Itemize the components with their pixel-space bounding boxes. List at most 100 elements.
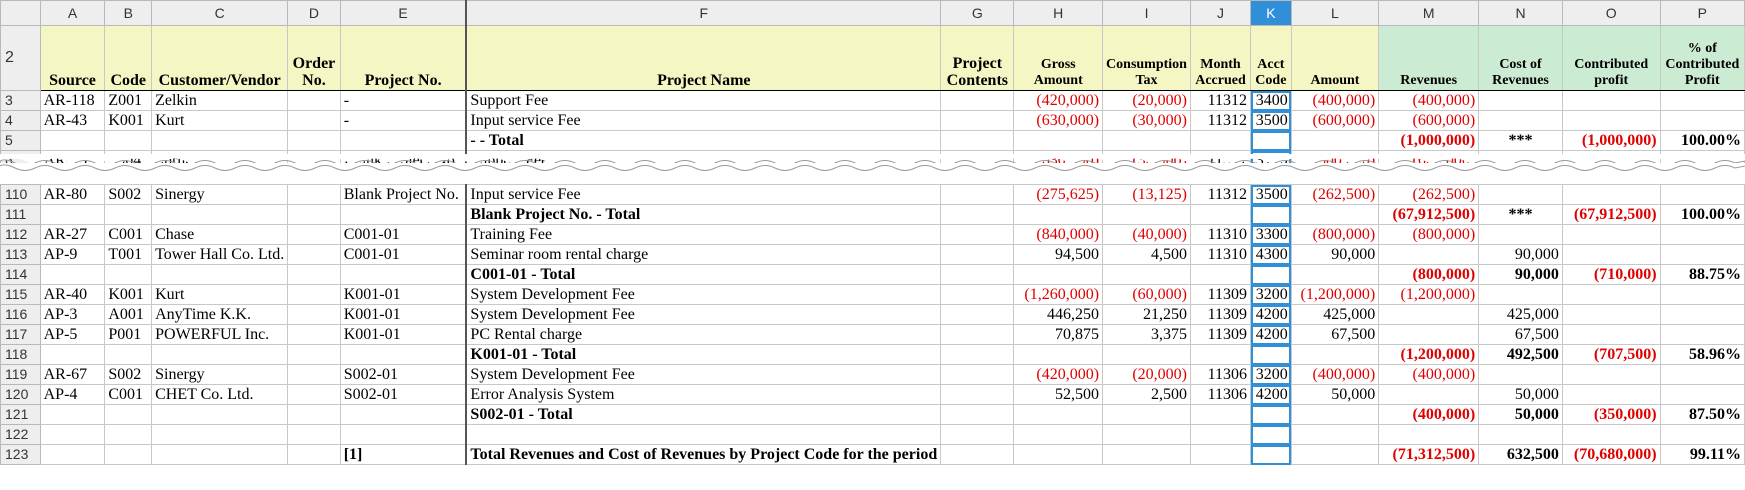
- column-header-a[interactable]: A: [39, 0, 106, 26]
- cell-o[interactable]: (67,912,500): [1561, 204, 1661, 225]
- cell-c[interactable]: [151, 404, 289, 425]
- column-header-p[interactable]: P: [1659, 0, 1745, 26]
- column-header-o[interactable]: O: [1561, 0, 1661, 26]
- cell-d[interactable]: [287, 404, 341, 425]
- cell-p[interactable]: [1659, 384, 1745, 405]
- cell-o[interactable]: [1561, 110, 1661, 131]
- cell-i[interactable]: [1102, 204, 1191, 225]
- cell-e[interactable]: -: [339, 110, 467, 131]
- cell-h[interactable]: [1013, 444, 1104, 465]
- cell-o[interactable]: (350,000): [1561, 404, 1661, 425]
- row-header[interactable]: 114: [0, 264, 41, 285]
- select-all-corner[interactable]: [0, 0, 41, 26]
- cell-e[interactable]: [339, 404, 467, 425]
- cell-f[interactable]: Training Fee: [465, 224, 942, 245]
- cell-b[interactable]: P001: [104, 324, 153, 345]
- spreadsheet-grid[interactable]: A B C D E F G H I J K L M N O P 2 Source Code Customer/Vend…: [0, 0, 1745, 465]
- column-header-e[interactable]: E: [339, 0, 467, 26]
- cell-a[interactable]: AR-80: [39, 184, 106, 205]
- cell-a[interactable]: [39, 344, 106, 365]
- cell-h[interactable]: 94,500: [1013, 244, 1104, 265]
- cell-d[interactable]: [287, 444, 341, 465]
- cell-n[interactable]: 67,500: [1478, 324, 1563, 345]
- cell-g[interactable]: [940, 184, 1015, 205]
- header-cell-i[interactable]: Consumption Tax: [1102, 25, 1191, 91]
- cell-i[interactable]: [1102, 404, 1191, 425]
- cell-c[interactable]: Zelkin: [151, 90, 289, 111]
- cell-j[interactable]: 11309: [1189, 284, 1252, 305]
- cell-f[interactable]: Seminar room rental charge: [465, 244, 942, 265]
- cell-a[interactable]: [39, 264, 106, 285]
- cell-a[interactable]: AR-67: [39, 364, 106, 385]
- cell-p[interactable]: [1659, 424, 1745, 445]
- cell-a[interactable]: [39, 444, 106, 465]
- cell-m[interactable]: (262,500): [1378, 184, 1480, 205]
- cell-h[interactable]: [1013, 344, 1104, 365]
- cell-h[interactable]: (275,625): [1013, 184, 1104, 205]
- cell-l[interactable]: [1290, 130, 1380, 151]
- cell-c[interactable]: AnyTime K.K.: [151, 304, 289, 325]
- row-header[interactable]: 112: [0, 224, 41, 245]
- cell-i[interactable]: 2,500: [1102, 384, 1191, 405]
- cell-k[interactable]: 3200: [1250, 364, 1292, 385]
- cell-d[interactable]: [287, 110, 341, 131]
- cell-h[interactable]: (420,000): [1013, 364, 1104, 385]
- cell-g[interactable]: [940, 344, 1015, 365]
- cell-d[interactable]: [287, 384, 341, 405]
- row-header[interactable]: 2: [0, 25, 41, 91]
- header-cell-e[interactable]: Project No.: [339, 25, 467, 91]
- cell-p[interactable]: 58.96%: [1659, 344, 1745, 365]
- cell-l[interactable]: 90,000: [1290, 244, 1380, 265]
- cell-h[interactable]: 446,250: [1013, 304, 1104, 325]
- cell-k[interactable]: [1250, 264, 1292, 285]
- cell-e[interactable]: C001-01: [339, 224, 467, 245]
- cell-g[interactable]: [940, 224, 1015, 245]
- cell-b[interactable]: [104, 204, 153, 225]
- cell-n[interactable]: 425,000: [1478, 304, 1563, 325]
- cell-m[interactable]: (67,912,500): [1378, 204, 1480, 225]
- cell-c[interactable]: Chase: [151, 224, 289, 245]
- header-cell-c[interactable]: Customer/Vendor: [151, 25, 289, 91]
- cell-b[interactable]: C001: [104, 224, 153, 245]
- row-header[interactable]: 117: [0, 324, 41, 345]
- cell-k[interactable]: 3300: [1250, 224, 1292, 245]
- cell-m[interactable]: [1378, 324, 1480, 345]
- cell-m[interactable]: (1,200,000): [1378, 284, 1480, 305]
- cell-g[interactable]: [940, 304, 1015, 325]
- cell-b[interactable]: [104, 344, 153, 365]
- cell-f[interactable]: System Development Fee: [465, 304, 942, 325]
- cell-d[interactable]: [287, 424, 341, 445]
- cell-d[interactable]: [287, 130, 341, 151]
- column-header-j[interactable]: J: [1189, 0, 1252, 26]
- cell-e[interactable]: -: [339, 90, 467, 111]
- cell-j[interactable]: 11312: [1189, 110, 1252, 131]
- cell-b[interactable]: K001: [104, 110, 153, 131]
- header-cell-n[interactable]: Cost of Revenues: [1478, 25, 1563, 91]
- cell-n[interactable]: [1478, 184, 1563, 205]
- cell-k[interactable]: [1250, 444, 1292, 465]
- cell-j[interactable]: [1189, 424, 1252, 445]
- cell-d[interactable]: [287, 244, 341, 265]
- header-cell-j[interactable]: Month Accrued: [1189, 25, 1252, 91]
- cell-g[interactable]: [940, 130, 1015, 151]
- header-cell-m[interactable]: Revenues: [1378, 25, 1480, 91]
- column-header-i[interactable]: I: [1102, 0, 1191, 26]
- cell-l[interactable]: [1290, 204, 1380, 225]
- column-header-h[interactable]: H: [1013, 0, 1104, 26]
- cell-b[interactable]: A001: [104, 304, 153, 325]
- cell-l[interactable]: (1,200,000): [1290, 284, 1380, 305]
- cell-l[interactable]: (262,500): [1290, 184, 1380, 205]
- cell-g[interactable]: [940, 284, 1015, 305]
- cell-b[interactable]: C001: [104, 384, 153, 405]
- cell-f[interactable]: Total Revenues and Cost of Revenues by P…: [465, 444, 942, 465]
- cell-l[interactable]: 50,000: [1290, 384, 1380, 405]
- header-cell-h[interactable]: Gross Amount: [1013, 25, 1104, 91]
- cell-l[interactable]: 425,000: [1290, 304, 1380, 325]
- cell-j[interactable]: [1189, 444, 1252, 465]
- cell-p[interactable]: [1659, 304, 1745, 325]
- cell-f[interactable]: Error Analysis System: [465, 384, 942, 405]
- cell-c[interactable]: Tower Hall Co. Ltd.: [151, 244, 289, 265]
- cell-m[interactable]: (400,000): [1378, 364, 1480, 385]
- cell-o[interactable]: [1561, 324, 1661, 345]
- cell-g[interactable]: [940, 324, 1015, 345]
